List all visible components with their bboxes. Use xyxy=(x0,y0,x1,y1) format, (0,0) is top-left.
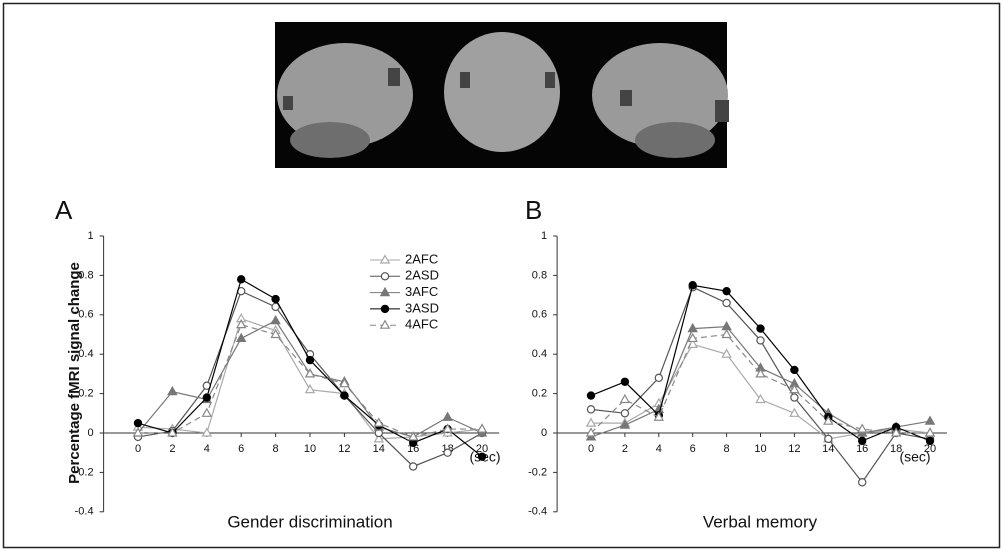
y-tick-label: 0.4 xyxy=(78,348,93,360)
y-tick-label: 0 xyxy=(541,427,547,439)
marker xyxy=(926,437,933,444)
legend-label: 2ASD xyxy=(405,268,439,283)
marker xyxy=(587,406,594,413)
y-tick-label: 0.2 xyxy=(532,388,547,400)
marker xyxy=(791,394,798,401)
x-tick-label: 8 xyxy=(724,443,730,455)
marker xyxy=(478,453,485,460)
marker xyxy=(203,394,210,401)
x-tick-label: 10 xyxy=(754,443,766,455)
legend-marker xyxy=(381,305,388,312)
marker xyxy=(791,366,798,373)
brain-image xyxy=(275,22,729,168)
legend-label: 2AFC xyxy=(405,251,438,266)
marker xyxy=(621,378,628,385)
panel-label: B xyxy=(525,195,542,225)
x-tick-label: 18 xyxy=(890,443,902,455)
legend-label: 3ASD xyxy=(405,300,439,315)
marker xyxy=(859,437,866,444)
y-tick-label: -0.2 xyxy=(75,466,94,478)
marker xyxy=(723,288,730,295)
marker xyxy=(306,357,313,364)
x-tick-label: 0 xyxy=(135,443,141,455)
chart-title: Verbal memory xyxy=(703,512,818,531)
marker xyxy=(621,410,628,417)
y-tick-label: -0.4 xyxy=(75,506,94,518)
y-tick-label: 0 xyxy=(87,427,93,439)
y-tick-label: -0.4 xyxy=(528,506,547,518)
marker xyxy=(341,392,348,399)
x-tick-label: 12 xyxy=(788,443,800,455)
marker xyxy=(272,295,279,302)
figure: A Gender discrimination Percentage fMRI si… xyxy=(0,0,1003,551)
legend-label: 3AFC xyxy=(405,284,438,299)
y-tick-label: 0.6 xyxy=(78,309,93,321)
x-tick-label: 10 xyxy=(304,443,316,455)
x-tick-label: 2 xyxy=(622,443,628,455)
x-tick-label: 6 xyxy=(238,443,244,455)
marker xyxy=(410,463,417,470)
x-tick-label: 14 xyxy=(373,443,385,455)
x-tick-label: 8 xyxy=(273,443,279,455)
panel-label: A xyxy=(55,195,73,225)
marker xyxy=(587,392,594,399)
x-tick-label: 4 xyxy=(656,443,662,455)
legend-label: 4AFC xyxy=(405,317,438,332)
y-tick-label: 0.4 xyxy=(532,348,547,360)
marker xyxy=(134,420,141,427)
y-axis-label: Percentage fMRI signal change xyxy=(66,262,83,484)
x-tick-label: 0 xyxy=(588,443,594,455)
y-tick-label: 1 xyxy=(541,230,547,242)
y-tick-label: 0.8 xyxy=(78,269,93,281)
legend-marker xyxy=(381,273,388,280)
x-tick-label: 4 xyxy=(204,443,210,455)
marker xyxy=(689,282,696,289)
y-tick-label: 1 xyxy=(87,230,93,242)
marker xyxy=(723,299,730,306)
marker xyxy=(757,337,764,344)
marker xyxy=(444,449,451,456)
x-tick-label: 6 xyxy=(690,443,696,455)
chart-title: Gender discrimination xyxy=(227,512,392,531)
x-tick-label: 12 xyxy=(338,443,350,455)
marker xyxy=(825,435,832,442)
x-tick-label: 2 xyxy=(169,443,175,455)
marker xyxy=(655,374,662,381)
y-tick-label: 0.8 xyxy=(532,269,547,281)
marker xyxy=(757,325,764,332)
marker xyxy=(859,479,866,486)
marker xyxy=(238,276,245,283)
y-tick-label: 0.2 xyxy=(78,388,93,400)
y-tick-label: -0.2 xyxy=(528,466,547,478)
y-tick-label: 0.6 xyxy=(532,309,547,321)
